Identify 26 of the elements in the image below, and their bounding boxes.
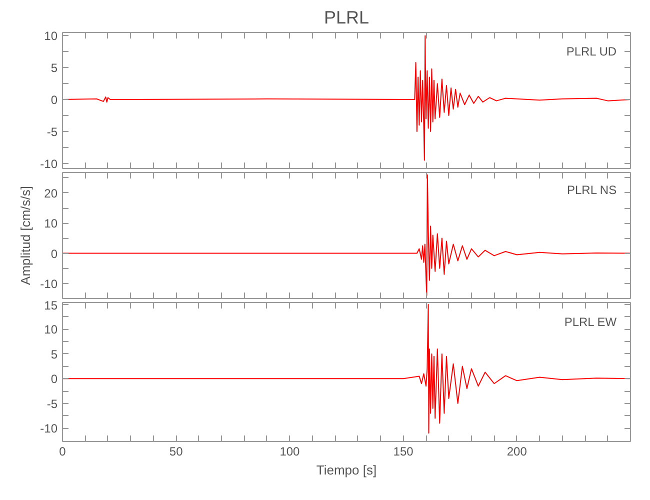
y-tick-label: -10: [40, 276, 58, 291]
x-tick-label: 150: [393, 444, 414, 458]
annotation: PLRL UD: [566, 44, 617, 59]
y-axis-title: Amplitud [cm/s/s]: [18, 186, 34, 285]
x-tick-label: 50: [169, 444, 184, 458]
annotation: PLRL NS: [566, 183, 617, 198]
y-tick-label: 0: [50, 372, 58, 386]
chart-title: PLRL: [324, 8, 370, 28]
annotation: PLRL EW: [564, 314, 618, 329]
x-tick-label: 100: [280, 444, 300, 458]
y-tick-label: -5: [46, 124, 58, 139]
y-tick-label: -5: [46, 396, 58, 411]
y-tick-label: 0: [50, 93, 58, 108]
y-tick-label: 10: [44, 322, 58, 337]
x-axis-title: Tiempo [s]: [316, 462, 377, 478]
y-tick-label: 10: [44, 29, 58, 44]
y-tick-label: 20: [44, 186, 58, 200]
y-tick-label: 5: [50, 347, 58, 362]
y-tick-label: -10: [40, 156, 58, 171]
y-tick-label: 0: [50, 246, 58, 261]
y-tick-label: 5: [50, 61, 58, 76]
y-tick-label: 15: [44, 298, 58, 312]
x-tick-label: 0: [59, 444, 66, 458]
y-tick-label: 10: [44, 216, 58, 231]
x-tick-label: 200: [506, 444, 528, 458]
y-tick-label: -10: [40, 422, 58, 436]
